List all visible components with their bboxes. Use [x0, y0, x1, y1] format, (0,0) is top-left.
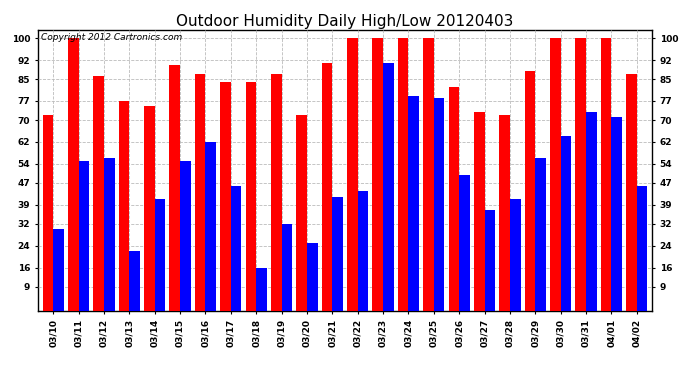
Bar [524, 71, 535, 311]
Bar [500, 115, 510, 311]
Bar [575, 38, 586, 311]
Bar [535, 158, 546, 311]
Bar [561, 136, 571, 311]
Bar [79, 161, 89, 311]
Bar [256, 267, 267, 311]
Bar [626, 74, 637, 311]
Bar [307, 243, 317, 311]
Bar [434, 98, 444, 311]
Bar [180, 161, 190, 311]
Bar [119, 101, 129, 311]
Bar [170, 66, 180, 311]
Bar [484, 210, 495, 311]
Bar [408, 96, 419, 311]
Bar [357, 191, 368, 311]
Bar [601, 38, 611, 311]
Bar [53, 230, 64, 311]
Bar [423, 38, 434, 311]
Bar [155, 199, 166, 311]
Title: Outdoor Humidity Daily High/Low 20120403: Outdoor Humidity Daily High/Low 20120403 [177, 14, 513, 29]
Bar [220, 82, 231, 311]
Bar [474, 112, 484, 311]
Bar [282, 224, 293, 311]
Bar [93, 76, 104, 311]
Bar [510, 199, 520, 311]
Bar [586, 112, 597, 311]
Bar [43, 115, 53, 311]
Bar [129, 251, 140, 311]
Bar [448, 87, 459, 311]
Bar [550, 38, 561, 311]
Bar [231, 186, 241, 311]
Bar [206, 142, 216, 311]
Bar [611, 117, 622, 311]
Bar [322, 63, 333, 311]
Text: Copyright 2012 Cartronics.com: Copyright 2012 Cartronics.com [41, 33, 182, 42]
Bar [373, 38, 383, 311]
Bar [68, 38, 79, 311]
Bar [333, 196, 343, 311]
Bar [347, 38, 357, 311]
Bar [271, 74, 282, 311]
Bar [104, 158, 115, 311]
Bar [637, 186, 647, 311]
Bar [397, 38, 408, 311]
Bar [296, 115, 307, 311]
Bar [144, 106, 155, 311]
Bar [246, 82, 256, 311]
Bar [195, 74, 206, 311]
Bar [459, 175, 470, 311]
Bar [383, 63, 394, 311]
